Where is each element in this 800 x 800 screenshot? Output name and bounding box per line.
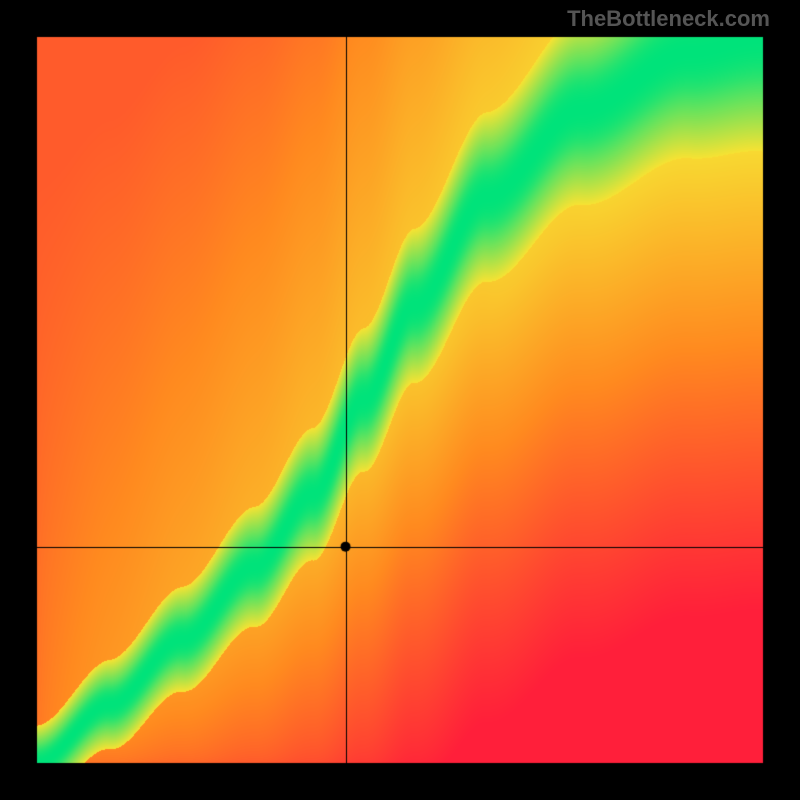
chart-container: TheBottleneck.com [0,0,800,800]
heatmap-canvas [0,0,800,800]
watermark-text: TheBottleneck.com [567,6,770,32]
